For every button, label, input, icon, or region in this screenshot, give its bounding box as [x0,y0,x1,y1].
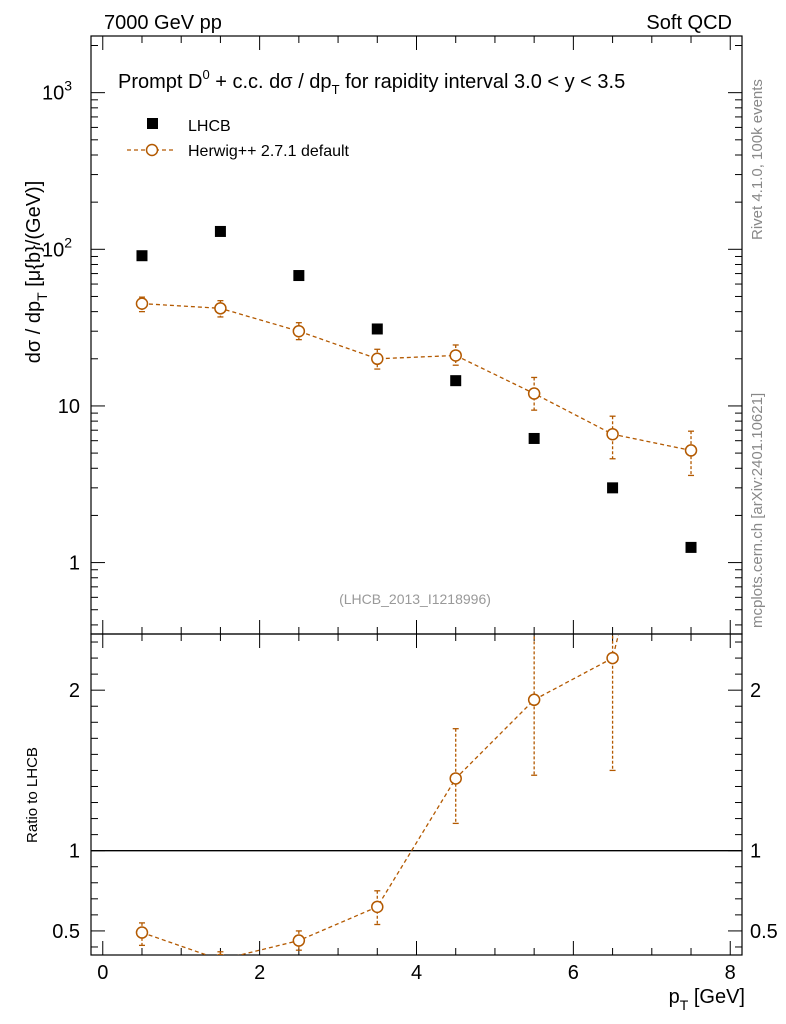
herwig-point [135,297,149,310]
analysis-watermark: (LHCB_2013_I1218996) [339,591,491,607]
ratio-point [292,934,306,947]
herwig-line [141,302,692,452]
herwig-point [214,302,227,315]
ratio-plot-data [91,338,742,955]
y-tick-label: 103 [42,78,72,105]
legend-label-lhcb: LHCB [188,118,231,135]
ratio-y-tick-label: 2 [69,680,80,702]
herwig-point [371,352,384,366]
ratio-point [606,651,619,665]
x-tick-labels: 0 2 4 6 8 [97,962,736,984]
ratio-y-tick-label: 0.5 [52,921,80,943]
lhcb-point [528,432,540,444]
rivet-label: Rivet 4.1.0, 100k events [749,79,766,240]
x-tick-label: 4 [411,962,422,984]
ratio-point [449,772,462,785]
ratio-point [216,953,225,955]
lhcb-point [450,375,462,387]
y-axis-label: dσ / dpT [μ{b}/(GeV)] [23,181,50,364]
ratio-y-tick-label: 1 [69,841,80,863]
plot-title: Prompt D0 + c.c. dσ / dpT for rapidity i… [118,67,625,97]
main-plot-data [135,225,698,553]
legend-marker-herwig [145,143,159,157]
ratio-y-tick-label-right: 2 [750,680,761,702]
lhcb-point [371,323,383,335]
lhcb-point [607,482,619,494]
ratio-y-tick-label-right: 0.5 [750,921,778,943]
axis-ticks [91,36,742,955]
x-tick-label: 8 [725,962,736,984]
ratio-point [686,338,697,349]
herwig-point [606,427,619,441]
ratio-point [371,900,384,914]
x-tick-label: 2 [254,962,265,984]
ratio-y-tick-label-right: 1 [750,841,761,863]
ratio-point [527,693,541,707]
header-right: Soft QCD [646,12,732,34]
lhcb-point [293,270,305,282]
herwig-point [527,387,541,400]
ratio-plot-frame [90,633,743,956]
x-axis-label: pT [GeV] [669,986,745,1013]
herwig-point [292,324,306,338]
legend: LHCB Herwig++ 2.7.1 default [127,118,350,160]
x-tick-label: 6 [568,962,579,984]
ratio-point [135,926,149,939]
header-left: 7000 GeV pp [104,12,222,34]
mcplots-label: mcplots.cern.ch [arXiv:2401.10621] [749,393,766,628]
y-tick-label: 10 [58,396,80,418]
legend-label-herwig: Herwig++ 2.7.1 default [188,143,350,160]
ratio-y-label: Ratio to LHCB [24,747,41,843]
lhcb-point [685,541,697,553]
herwig-point [684,444,698,457]
lhcb-point [214,225,226,237]
ratio-line [141,635,620,955]
y-tick-label: 102 [42,234,72,261]
x-tick-label: 0 [97,962,108,984]
lhcb-point [136,250,148,262]
y-tick-label: 1 [69,553,80,575]
y-tick-labels: 1 10 102 103 0.5 0.5 1 1 2 2 [42,78,778,943]
herwig-point [449,349,462,362]
legend-marker-lhcb [147,118,158,129]
